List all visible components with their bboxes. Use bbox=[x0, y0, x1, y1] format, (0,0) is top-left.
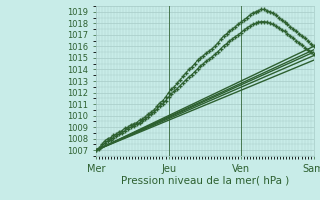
X-axis label: Pression niveau de la mer( hPa ): Pression niveau de la mer( hPa ) bbox=[121, 175, 289, 185]
